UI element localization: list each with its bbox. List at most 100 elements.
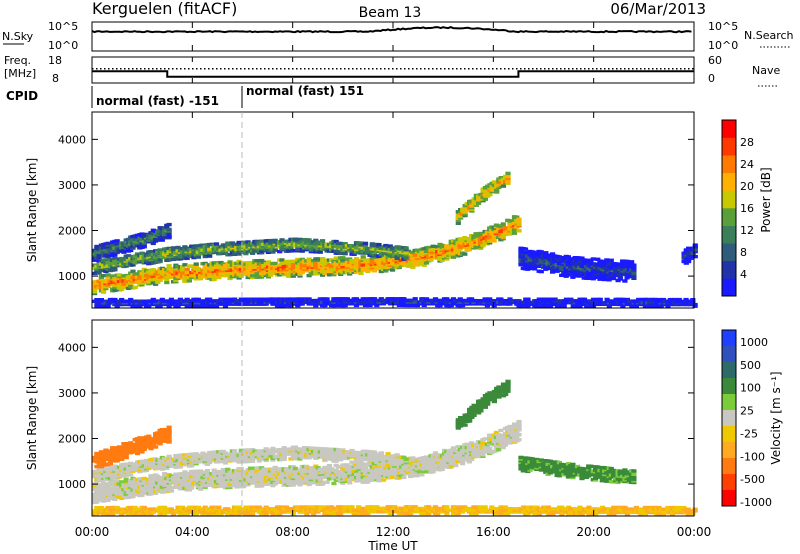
heatmap-cell [362, 465, 369, 469]
heatmap-cell [471, 298, 477, 303]
heatmap-cell [629, 260, 635, 264]
heatmap-cell [290, 262, 296, 267]
heatmap-cell [369, 242, 375, 246]
heatmap-cell [272, 248, 278, 252]
heatmap-cell [189, 247, 195, 252]
heatmap-cell [182, 279, 188, 283]
heatmap-cell [195, 304, 201, 308]
heatmap-cell [482, 197, 488, 201]
heatmap-cell [396, 245, 402, 249]
heatmap-cell [213, 242, 220, 246]
heatmap-cell [241, 240, 247, 244]
heatmap-cell [342, 252, 348, 256]
heatmap-cell [611, 276, 617, 281]
heatmap-cell [168, 485, 174, 490]
heatmap-cell [297, 237, 303, 242]
heatmap-cell [369, 256, 375, 260]
heatmap-cell [620, 304, 626, 308]
heatmap-cell [565, 255, 571, 259]
heatmap-cell [204, 483, 211, 488]
heatmap-cell [295, 247, 301, 251]
heatmap-cell [119, 480, 125, 484]
heatmap-cell [281, 304, 287, 308]
heatmap-cell [173, 299, 179, 303]
heatmap-cell [462, 252, 468, 256]
heatmap-cell [101, 274, 107, 278]
heatmap-cell [331, 481, 337, 486]
power-colorbar-tick: 4 [740, 268, 747, 281]
heatmap-cell [556, 255, 562, 259]
heatmap-cell [207, 254, 213, 258]
heatmap-cell [408, 303, 414, 308]
heatmap-cell [105, 241, 111, 246]
noise-left-label: N.Sky [2, 30, 34, 43]
freq-tick-high: 18 [48, 54, 62, 67]
heatmap-cell [103, 495, 109, 500]
heatmap-cell [96, 304, 102, 308]
heatmap-cell [498, 176, 504, 180]
heatmap-cell [353, 297, 360, 301]
heatmap-cell [92, 288, 98, 292]
heatmap-cell [381, 478, 387, 482]
heatmap-cell [491, 303, 497, 308]
heatmap-cell [525, 297, 531, 301]
heatmap-cell [511, 231, 518, 235]
cpid-panel: CPID normal (fast) -151 normal (fast) 15… [6, 84, 364, 108]
heatmap-cell [184, 301, 190, 305]
heatmap-cell [114, 239, 120, 243]
heatmap-cell [315, 272, 321, 276]
power-colorbar-swatch [722, 120, 736, 138]
heatmap-cell [362, 462, 369, 466]
power-colorbar-swatch [722, 278, 736, 297]
heatmap-cell [265, 260, 271, 264]
heatmap-cell [213, 483, 220, 487]
heatmap-cell [184, 267, 190, 272]
heatmap-cell [536, 304, 542, 308]
heatmap-cell [279, 238, 285, 242]
heatmap-cell [186, 279, 192, 283]
heatmap-cell [378, 475, 384, 479]
heatmap-cell [505, 176, 511, 180]
heatmap-cell [437, 255, 443, 260]
heatmap-cell [153, 491, 159, 495]
heatmap-cell [139, 283, 145, 287]
heatmap-cell [538, 269, 544, 274]
heatmap-cell [686, 246, 692, 250]
heatmap-cell [141, 245, 147, 249]
heatmap-cell [371, 297, 378, 301]
heatmap-cell [448, 465, 454, 469]
heatmap-cell [333, 256, 339, 260]
heatmap-cell [236, 276, 242, 280]
power-colorbar-swatch [722, 225, 736, 244]
freq-tick-low: 8 [52, 72, 59, 85]
heatmap-cell [595, 257, 601, 261]
heatmap-cell [128, 478, 134, 483]
heatmap-cell [507, 219, 513, 223]
cpid-segment-2: normal (fast) 151 [246, 84, 364, 98]
heatmap-cell [265, 250, 271, 254]
heatmap-cell [496, 447, 502, 452]
heatmap-cell [362, 258, 369, 262]
heatmap-cell [419, 469, 425, 474]
heatmap-cell [548, 299, 554, 303]
power-colorbar-tick: 8 [740, 246, 747, 259]
heatmap-cell [105, 275, 111, 279]
heatmap-cell [408, 260, 414, 265]
power-colorbar-tick: 16 [740, 202, 754, 215]
heatmap-cell [683, 297, 689, 302]
heatmap-cell [211, 277, 217, 282]
freq-label-2: [MHz] [4, 67, 36, 80]
heatmap-cell [103, 269, 109, 274]
heatmap-cell [376, 479, 382, 483]
heatmap-cell [462, 205, 468, 209]
heatmap-cell [236, 468, 242, 473]
heatmap-cell [326, 273, 332, 277]
heatmap-cell [329, 247, 335, 252]
heatmap-cell [168, 302, 174, 307]
heatmap-cell [631, 265, 637, 269]
heatmap-cell [690, 251, 696, 255]
heatmap-cell [317, 250, 323, 254]
heatmap-cell [577, 304, 583, 308]
